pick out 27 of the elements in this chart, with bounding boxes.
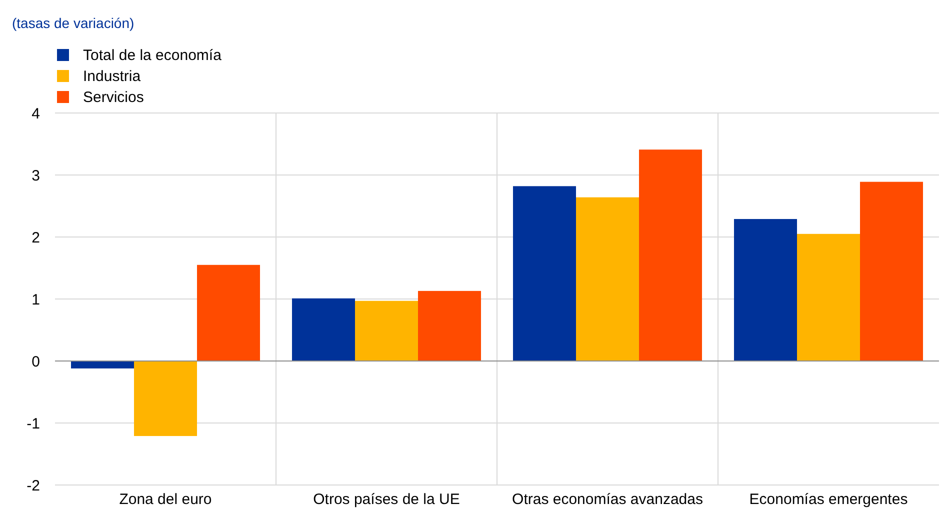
y-tick-label: 3 bbox=[32, 167, 40, 184]
bar bbox=[134, 361, 197, 436]
y-tick-label: 1 bbox=[32, 291, 40, 308]
bar bbox=[292, 298, 355, 361]
x-tick-label: Zona del euro bbox=[119, 491, 212, 508]
y-tick-label: -1 bbox=[26, 415, 40, 432]
y-tick-label: 0 bbox=[32, 353, 40, 370]
x-tick-label: Otras economías avanzadas bbox=[512, 491, 703, 508]
bar bbox=[860, 182, 923, 361]
bar bbox=[355, 300, 418, 361]
y-tick-label: 4 bbox=[32, 105, 40, 122]
bar bbox=[418, 290, 481, 361]
y-tick-label: -2 bbox=[26, 477, 40, 494]
bar bbox=[639, 150, 702, 361]
bar bbox=[734, 219, 797, 361]
legend-label: Servicios bbox=[83, 89, 144, 106]
chart-subtitle: (tasas de variación) bbox=[12, 15, 134, 31]
bar bbox=[513, 186, 576, 361]
x-tick-label: Otros países de la UE bbox=[313, 491, 460, 508]
legend-label: Total de la economía bbox=[83, 47, 222, 64]
legend-label: Industria bbox=[83, 68, 142, 85]
bar bbox=[576, 197, 639, 361]
y-tick-label: 2 bbox=[32, 229, 40, 246]
bar bbox=[797, 234, 860, 361]
x-tick-label: Economías emergentes bbox=[749, 491, 908, 508]
bar bbox=[197, 264, 260, 361]
bar bbox=[71, 361, 134, 368]
